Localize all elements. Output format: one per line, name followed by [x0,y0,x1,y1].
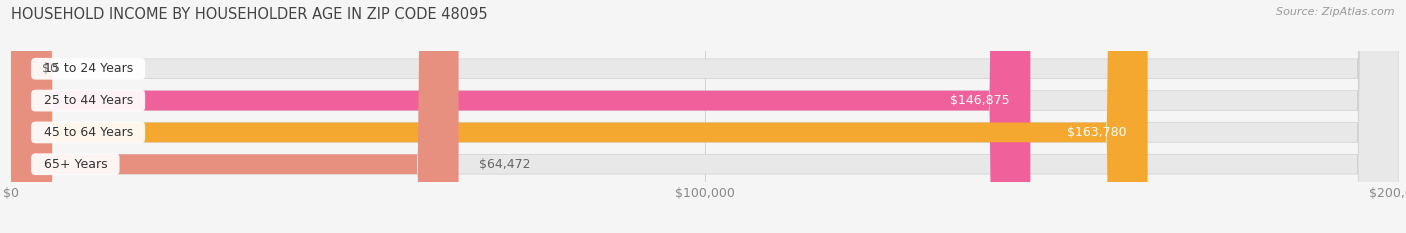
Text: 45 to 64 Years: 45 to 64 Years [35,126,141,139]
Text: 15 to 24 Years: 15 to 24 Years [35,62,141,75]
Text: $64,472: $64,472 [479,158,531,171]
Text: $163,780: $163,780 [1067,126,1126,139]
FancyBboxPatch shape [11,0,1031,233]
FancyBboxPatch shape [11,0,1147,233]
Text: Source: ZipAtlas.com: Source: ZipAtlas.com [1277,7,1395,17]
FancyBboxPatch shape [11,0,1399,233]
Text: HOUSEHOLD INCOME BY HOUSEHOLDER AGE IN ZIP CODE 48095: HOUSEHOLD INCOME BY HOUSEHOLDER AGE IN Z… [11,7,488,22]
FancyBboxPatch shape [11,0,458,233]
Text: 25 to 44 Years: 25 to 44 Years [35,94,141,107]
FancyBboxPatch shape [11,0,1399,233]
Text: 65+ Years: 65+ Years [35,158,115,171]
Text: $146,875: $146,875 [950,94,1010,107]
FancyBboxPatch shape [11,0,1399,233]
FancyBboxPatch shape [11,0,1399,233]
Text: $0: $0 [42,62,59,75]
